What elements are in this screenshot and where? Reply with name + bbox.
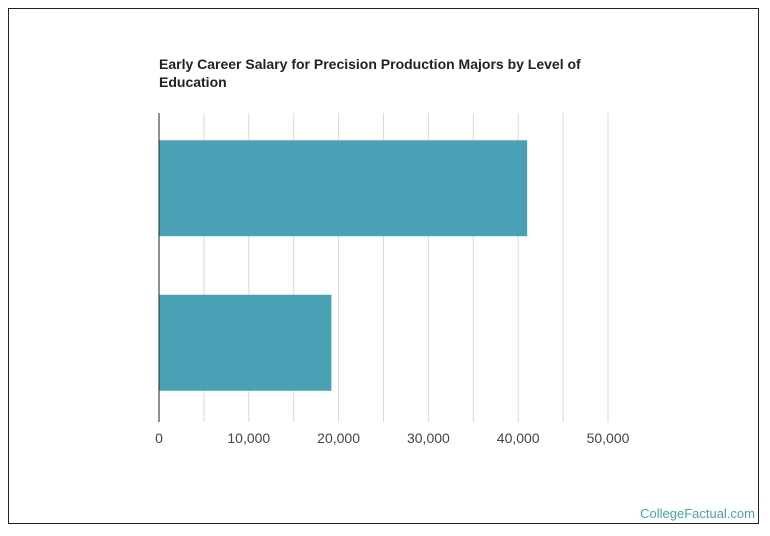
x-tick-labels: 0 10,000 20,000 30,000 40,000 50,000 [155, 430, 630, 446]
bars [159, 140, 528, 391]
collegefactual-watermark[interactable]: CollegeFactual.com [640, 506, 755, 521]
bar-2[interactable] [159, 294, 332, 391]
bar-1[interactable] [159, 140, 528, 237]
chart-title: Early Career Salary for Precision Produc… [159, 56, 581, 90]
x-tick-label: 30,000 [407, 430, 450, 446]
x-tick-label: 40,000 [497, 430, 540, 446]
x-tick-label: 0 [155, 430, 163, 446]
x-tick-label: 20,000 [317, 430, 360, 446]
x-tick-label: 10,000 [227, 430, 270, 446]
x-tick-label: 50,000 [587, 430, 630, 446]
